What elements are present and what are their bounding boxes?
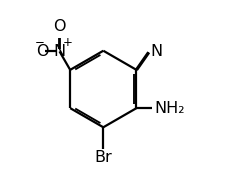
Text: +: + [62, 36, 72, 49]
Text: −: − [34, 36, 44, 49]
Text: O: O [36, 44, 49, 59]
Text: O: O [53, 19, 65, 35]
Text: Br: Br [94, 150, 112, 165]
Text: NH₂: NH₂ [154, 101, 184, 116]
Text: N: N [53, 44, 65, 59]
Text: N: N [150, 44, 162, 59]
